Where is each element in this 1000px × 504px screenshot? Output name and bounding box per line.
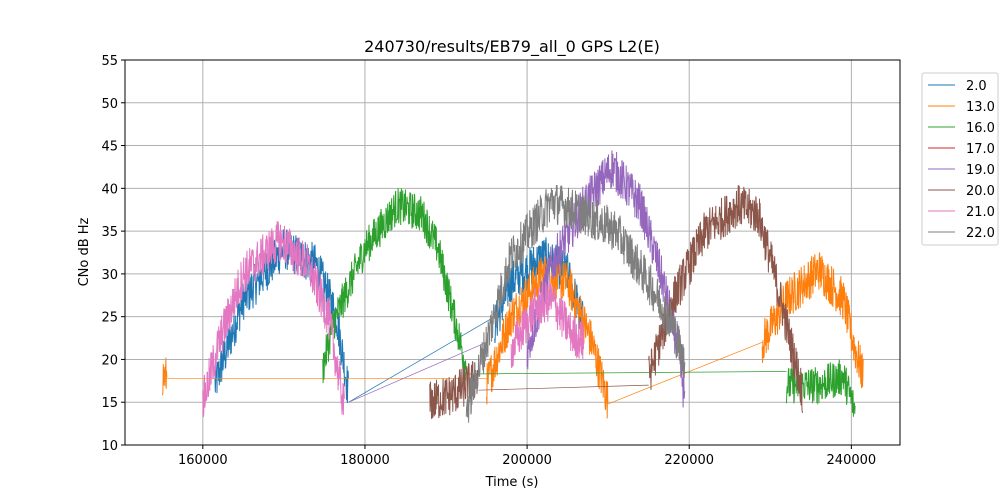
legend: 2.0 13.0 16.0 17.0 19.0 20.0 21.0 22.0 (921, 72, 999, 246)
legend-label: 17.0 (966, 142, 995, 157)
y-tick-label: 40 (101, 182, 118, 197)
series-19.0-line (526, 150, 686, 408)
y-tick-label: 15 (101, 396, 118, 411)
y-tick-label: 20 (101, 353, 118, 368)
y-tick-label: 35 (101, 225, 118, 240)
series-20.0-line (648, 185, 803, 413)
y-tick-label: 45 (101, 140, 118, 155)
series-16.0-line (322, 188, 467, 384)
legend-label: 20.0 (966, 184, 995, 199)
series-21.0-line (202, 221, 345, 417)
y-tick-label: 30 (101, 268, 118, 283)
series-22.0-line (465, 184, 686, 423)
legend-frame (921, 72, 999, 246)
axes-frame (124, 59, 901, 446)
series-13.0-link (608, 341, 763, 405)
series-2.0-link (348, 316, 495, 403)
x-tick-label: 160000 (178, 453, 228, 468)
x-tick-label: 220000 (664, 453, 714, 468)
y-tick-label: 25 (101, 311, 118, 326)
legend-label: 16.0 (966, 121, 995, 136)
y-tick-label: 55 (101, 54, 118, 69)
y-tick-label: 10 (101, 439, 118, 454)
x-tick-label: 200000 (502, 453, 552, 468)
series-13.0-line (761, 252, 864, 389)
series-21.0-line (510, 280, 584, 368)
legend-label: 21.0 (966, 205, 995, 220)
series-19.0-link (348, 341, 487, 403)
legend-label: 2.0 (966, 79, 987, 94)
x-tick-label: 240000 (827, 453, 877, 468)
y-axis-label: CNo dB Hz (77, 217, 92, 286)
legend-label: 19.0 (966, 163, 995, 178)
series-16.0-line (786, 359, 856, 417)
chart-title: 240730/results/EB79_all_0 GPS L2(E) (364, 37, 660, 57)
x-axis-label: Time (s) (485, 475, 539, 490)
series-20.0-link (478, 384, 649, 391)
x-tick-label: 180000 (340, 453, 390, 468)
y-tick-label: 50 (101, 97, 118, 112)
legend-label: 13.0 (966, 100, 995, 115)
legend-label: 22.0 (966, 226, 995, 241)
series-13.0-line (161, 357, 168, 396)
series-16.0-link (466, 371, 787, 375)
